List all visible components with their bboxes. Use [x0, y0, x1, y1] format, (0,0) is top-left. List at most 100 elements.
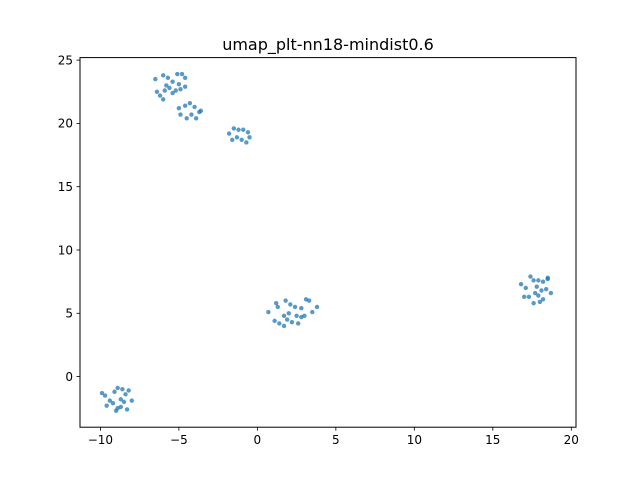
- scatter-point-0-0: [153, 76, 158, 82]
- scatter-point-0-43: [292, 304, 298, 310]
- scatter-point-0-77: [522, 294, 527, 300]
- scatter-point-1-2: [107, 398, 113, 403]
- scatter-point-0-42: [288, 302, 293, 307]
- y-tick-label-25: 25: [58, 53, 73, 67]
- y-tick-label-5: 5: [65, 307, 73, 321]
- scatter-point-0-72: [543, 287, 549, 292]
- ticks-layer: −10 −5 0 5 10 15 20 0 5 10 15 20 25: [58, 53, 579, 447]
- scatter-point-0-21: [192, 104, 197, 110]
- scatter-point-0-58: [286, 311, 291, 316]
- scatter-point-0-53: [295, 321, 301, 326]
- scatter-point-0-12: [170, 90, 175, 96]
- scatter-point-0-10: [164, 83, 169, 88]
- scatter-point-0-8: [157, 93, 163, 98]
- scatter-point-0-15: [178, 87, 183, 92]
- scatter-point-0-23: [178, 112, 183, 117]
- x-tick-label--10: −10: [88, 433, 113, 447]
- scatter-point-0-4: [175, 71, 180, 77]
- scatter-point-0-25: [189, 112, 194, 117]
- scatter-point-0-54: [299, 306, 304, 311]
- scatter-point-0-59: [299, 314, 304, 320]
- scatter-point-0-45: [306, 298, 312, 303]
- y-tick-label-20: 20: [58, 117, 73, 131]
- scatter-point-1-3: [112, 389, 117, 394]
- scatter-point-0-65: [540, 279, 546, 284]
- scatter-point-1-12: [121, 399, 127, 405]
- scatter-point-0-3: [170, 79, 175, 84]
- scatter-point-0-33: [230, 137, 235, 143]
- points-layer: [99, 71, 554, 413]
- scatter-point-0-5: [179, 71, 185, 77]
- scatter-point-1-4: [115, 385, 120, 391]
- x-tick-label--5: −5: [170, 433, 188, 447]
- y-tick-label-10: 10: [58, 243, 73, 257]
- scatter-point-0-37: [247, 135, 252, 140]
- scatter-point-0-75: [537, 299, 543, 305]
- scatter-point-0-40: [275, 304, 280, 310]
- scatter-point-0-69: [532, 290, 538, 296]
- y-tick-label-15: 15: [58, 180, 73, 194]
- scatter-point-0-26: [193, 116, 199, 121]
- scatter-point-0-73: [548, 290, 554, 296]
- scatter-point-0-24: [184, 116, 189, 121]
- scatter-point-0-19: [182, 103, 188, 108]
- scatter-point-0-46: [314, 304, 320, 310]
- scatter-point-0-35: [239, 137, 244, 143]
- x-tick-label-5: 5: [332, 433, 340, 447]
- chart-title: umap_plt-nn18-mindist0.6: [222, 35, 434, 55]
- scatter-point-0-47: [272, 318, 277, 324]
- scatter-point-1-5: [120, 387, 125, 392]
- scatter-point-0-39: [274, 300, 279, 306]
- scatter-point-0-38: [266, 309, 271, 315]
- scatter-point-0-16: [182, 84, 188, 89]
- scatter-point-0-20: [187, 100, 193, 106]
- scatter-point-1-16: [118, 404, 124, 410]
- scatter-point-0-9: [160, 97, 166, 102]
- scatter-point-0-56: [310, 309, 315, 315]
- scatter-point-1-6: [123, 392, 128, 397]
- scatter-point-0-13: [173, 88, 178, 93]
- scatter-point-0-2: [165, 75, 171, 81]
- scatter-point-1-9: [110, 400, 116, 406]
- plot-frame: [79, 57, 577, 428]
- scatter-point-1-14: [129, 398, 134, 403]
- scatter-point-1-11: [118, 397, 124, 402]
- scatter-point-0-7: [154, 89, 160, 94]
- scatter-point-0-6: [182, 75, 188, 81]
- x-tick-label-0: 0: [254, 433, 262, 447]
- scatter-point-0-67: [545, 275, 550, 281]
- scatter-point-0-28: [226, 131, 232, 136]
- scatter-point-0-61: [523, 285, 528, 291]
- scatter-point-0-36: [244, 140, 249, 145]
- scatter-point-1-8: [104, 403, 109, 408]
- x-tick-label-15: 15: [485, 433, 500, 447]
- scatter-point-0-78: [534, 284, 539, 289]
- scatter-point-0-17: [162, 88, 167, 93]
- scatter-point-0-76: [540, 297, 546, 302]
- scatter-point-0-1: [160, 73, 166, 78]
- scatter-point-0-32: [245, 130, 251, 135]
- scatter-point-1-1: [102, 393, 108, 398]
- scatter-point-1-0: [99, 390, 105, 396]
- scatter-point-0-30: [236, 127, 241, 132]
- scatter-point-1-7: [126, 388, 131, 393]
- scatter-point-0-57: [281, 323, 287, 329]
- x-tick-label-20: 20: [564, 433, 579, 447]
- x-tick-label-10: 10: [407, 433, 422, 447]
- scatter-point-0-11: [167, 85, 172, 91]
- scatter-point-0-52: [294, 313, 299, 319]
- y-tick-label-0: 0: [65, 370, 73, 384]
- scatter-point-0-71: [539, 288, 544, 293]
- scatter-point-1-13: [124, 407, 130, 412]
- scatter-point-0-18: [176, 106, 182, 111]
- scatter-point-0-14: [176, 81, 182, 87]
- scatter-point-0-34: [234, 135, 240, 140]
- scatter-point-1-15: [113, 408, 119, 413]
- scatter-point-0-50: [284, 317, 290, 322]
- scatter-point-0-70: [536, 293, 541, 298]
- scatter-point-0-64: [536, 278, 541, 283]
- scatter-point-0-63: [531, 278, 536, 283]
